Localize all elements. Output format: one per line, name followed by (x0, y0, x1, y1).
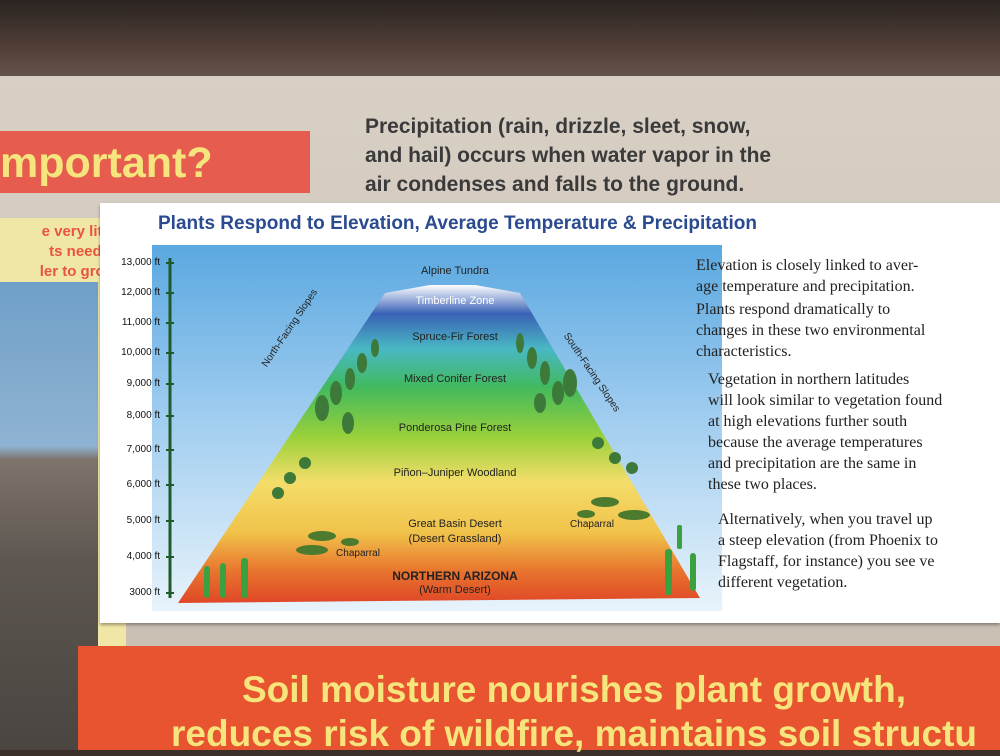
axis-ticks (166, 262, 174, 594)
paragraph-elevation: Elevation is closely linked to aver- age… (696, 255, 1000, 297)
paragraph-vegetation: Vegetation in northern latitudes will lo… (708, 369, 1000, 495)
elevation-label: 5,000 ft (126, 515, 160, 526)
paragraph-line: Alternatively, when you travel up (718, 511, 933, 528)
paragraph-line: characteristics. (696, 343, 792, 360)
elevation-label: 4,000 ft (126, 551, 160, 562)
precipitation-line: air condenses and falls to the ground. (365, 173, 745, 196)
zone-alpine-tundra: Alpine Tundra (421, 265, 489, 277)
precipitation-note: Precipitation (rain, drizzle, sleet, sno… (365, 112, 885, 199)
paragraph-line: Elevation is closely linked to aver- (696, 257, 919, 274)
zone-great-basin-sub: (Desert Grassland) (408, 533, 502, 545)
sign-frame-top (0, 0, 1000, 88)
paragraph-line: because the average temperatures (708, 434, 923, 451)
cacti (204, 525, 696, 598)
paragraph-line: and precipitation are the same in (708, 455, 917, 472)
mountain-shape (178, 285, 700, 603)
zone-chaparral-right: Chaparral (570, 519, 614, 530)
paragraph-line: these two places. (708, 476, 817, 493)
elevation-label: 7,000 ft (126, 444, 160, 455)
paragraph-alternatively: Alternatively, when you travel up a stee… (718, 509, 1000, 593)
banner-line: Soil moisture nourishes plant growth, (242, 669, 906, 710)
elevation-label: 8,000 ft (126, 410, 160, 421)
paragraph-line: will look similar to vegetation found (708, 392, 943, 409)
zone-northern-arizona: NORTHERN ARIZONA (392, 569, 518, 583)
zone-chaparral-left: Chaparral (336, 548, 380, 559)
zone-timberline: Timberline Zone (415, 295, 495, 307)
paragraph-line: age temperature and precipitation. (696, 278, 915, 295)
banner-text: Soil moisture nourishes plant growth, re… (124, 668, 1000, 756)
north-slope-trees (272, 339, 379, 499)
panel-title: Plants Respond to Elevation, Average Tem… (158, 213, 757, 234)
heading-box: mportant? (0, 131, 310, 193)
precipitation-line: and hail) occurs when water vapor in the (365, 144, 772, 167)
zone-pinon-juniper: Piñon–Juniper Woodland (393, 467, 517, 479)
elevation-label: 11,000 ft (121, 317, 160, 328)
banner-line: reduces risk of wildfire, maintains soil… (171, 713, 977, 754)
elevation-label: 10,000 ft (121, 347, 160, 358)
paragraph-line: Flagstaff, for instance) you see ve (718, 553, 935, 570)
elevation-panel: Plants Respond to Elevation, Average Tem… (100, 203, 1000, 623)
paragraph-line: at high elevations further south (708, 413, 908, 430)
soil-moisture-banner: Soil moisture nourishes plant growth, re… (78, 646, 1000, 754)
elevation-label: 13,000 ft (121, 257, 160, 268)
zone-great-basin: Great Basin Desert (408, 518, 502, 530)
precipitation-line: Precipitation (rain, drizzle, sleet, sno… (365, 115, 751, 138)
elevation-diagram (166, 258, 700, 603)
paragraph-line: different vegetation. (718, 574, 848, 591)
paragraph-line: Vegetation in northern latitudes (708, 371, 910, 388)
chaparral-shrubs (296, 497, 650, 555)
paragraph-line: Plants respond dramatically to (696, 301, 891, 318)
south-slope-trees (516, 333, 638, 474)
paragraph-line: a steep elevation (from Phoenix to (718, 532, 938, 549)
paragraph-plants: Plants respond dramatically to changes i… (696, 299, 1000, 362)
elevation-label: 3000 ft (129, 587, 160, 598)
heading-text: mportant? (0, 139, 213, 187)
zone-mixed-conifer: Mixed Conifer Forest (403, 373, 507, 385)
zone-ponderosa: Ponderosa Pine Forest (398, 422, 512, 434)
left-card-line: ler to grow. (39, 263, 120, 280)
paragraph-line: changes in these two environmental (696, 322, 926, 339)
elevation-label: 12,000 ft (121, 287, 160, 298)
elevation-label: 6,000 ft (126, 479, 160, 490)
zone-warm-desert: (Warm Desert) (419, 584, 491, 596)
elevation-label: 9,000 ft (126, 378, 160, 389)
zone-spruce-fir: Spruce-Fir Forest (412, 331, 498, 343)
